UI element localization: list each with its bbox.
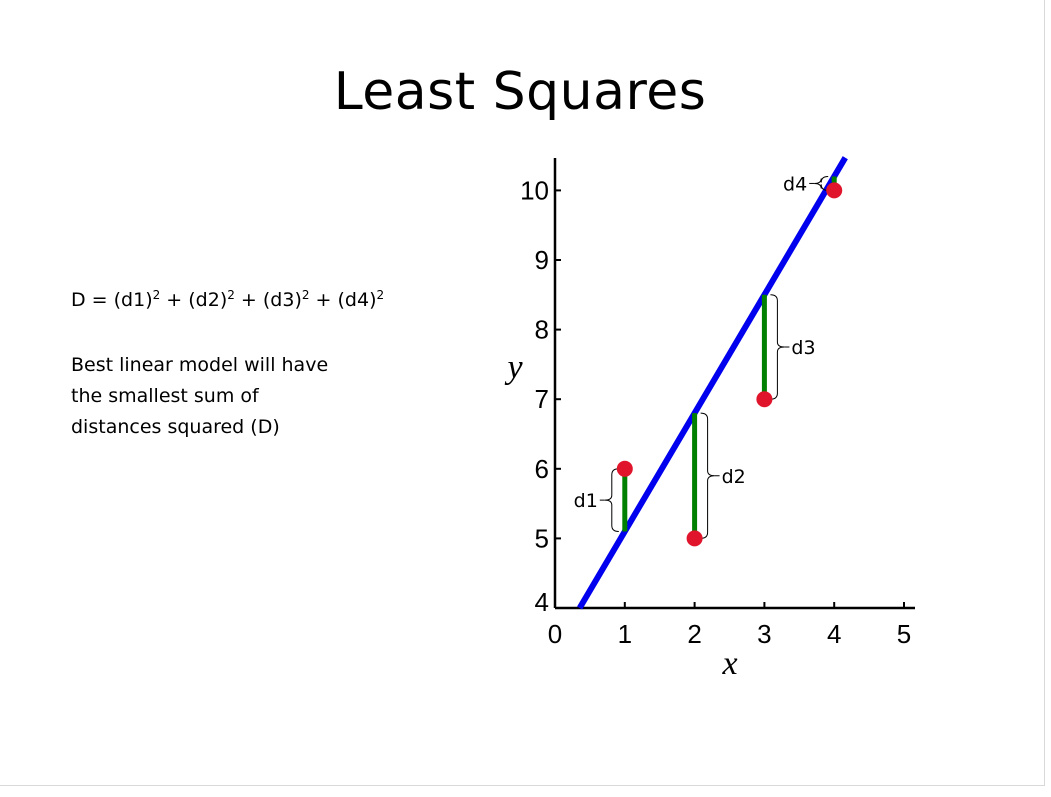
residual-label: d2 [722,466,746,488]
y-axis-title: y [504,349,523,386]
x-tick-label: 2 [687,619,701,649]
formula-prefix: D = [71,289,114,311]
data-point [686,530,703,547]
residual-label: d1 [574,490,598,512]
formula-exponent: 2 [376,288,385,302]
x-axis-title: x [721,645,737,682]
y-tick-label: 4 [535,587,549,617]
data-point [616,460,633,477]
formula-joiner: + [309,289,338,311]
formula-exponent: 2 [301,288,310,302]
formula-joiner: + [160,289,189,311]
least-squares-plot: 4 5 6 7 8 9 10 0 1 2 3 4 5 x y d1 d2 d3 d4 [504,156,915,682]
formula-term: (d4) [337,289,377,311]
y-tick-label: 5 [535,523,549,553]
residual-label: d3 [791,337,815,359]
residual-brace [604,468,619,532]
residual-brace [770,294,785,400]
x-tick-label: 3 [757,619,771,649]
y-tick-label: 10 [520,175,549,205]
formula-term: (d2) [188,289,228,311]
data-point [756,391,773,408]
y-tick-label: 9 [535,245,549,275]
description-line: Best linear model will have [71,354,329,376]
slide-title: Least Squares [333,62,707,122]
y-tick-label: 6 [535,454,549,484]
y-tick-label: 7 [535,384,549,414]
residual-brace [700,412,715,539]
residual-label: d4 [783,173,807,195]
formula-exponent: 2 [227,288,235,302]
x-tick-label: 1 [618,619,632,649]
x-tick-label: 0 [548,619,562,649]
description-line: distances squared (D) [71,416,280,438]
description-line: the smallest sum of [71,385,259,407]
x-tick-label: 5 [897,619,911,649]
formula-term: (d3) [262,289,302,311]
regression-line [577,156,848,610]
formula-joiner: + [234,289,263,311]
description: Best linear model will have the smallest… [71,350,391,443]
x-tick-label: 4 [827,619,841,649]
formula-exponent: 2 [152,288,161,302]
data-point [826,182,843,199]
sum-of-squares-formula: D = (d1)2 + (d2)2 + (d3)2 + (d4)2 [71,288,384,311]
formula-term: (d1) [113,289,153,311]
y-tick-label: 8 [535,315,549,345]
